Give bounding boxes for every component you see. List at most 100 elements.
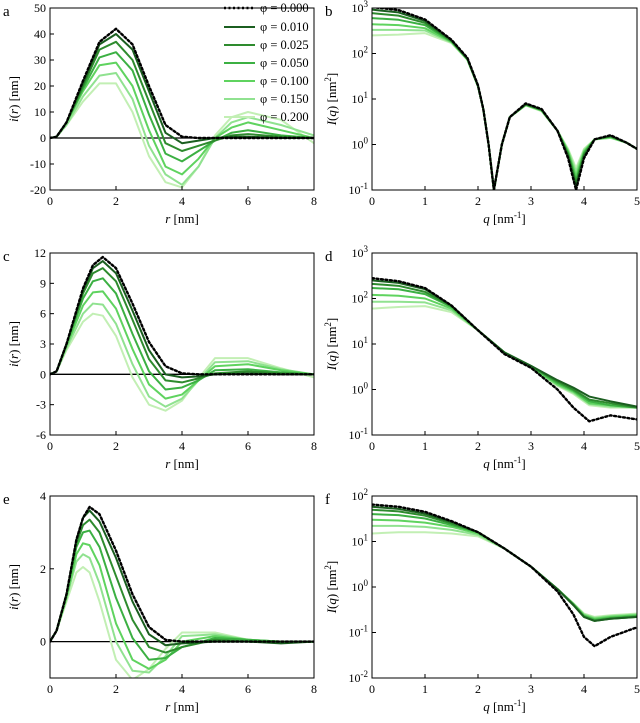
panel-d: 0 1 2 3 4 5 10-1 100 101 102 103 q [nm-1] I(q) [nm2]…	[323, 244, 640, 471]
panel-e-ytick-label-0: 0	[40, 635, 46, 649]
panel-f-xtick-label-0: 0	[369, 682, 375, 696]
panel-f-xtick-label-4: 4	[581, 682, 587, 696]
panel-e-xtick-label-3: 6	[245, 682, 251, 696]
panel-d-xtick-label-5: 5	[634, 439, 640, 453]
panel-a-xlabel: r [nm]	[165, 211, 199, 226]
panel-b-ytick-label-0: 10-1	[349, 181, 369, 197]
panel-c-ytick-label-0: -6	[36, 428, 46, 442]
panel-e-xtick-label-2: 4	[179, 682, 185, 696]
panel-b-letter: b	[325, 4, 333, 20]
panel-d-xtick-label-2: 2	[475, 439, 481, 453]
panel-a-ytick-label-4: 20	[34, 79, 46, 93]
panel-a-ytick-label-3: 10	[34, 105, 46, 119]
panel-d-series-0	[372, 276, 637, 423]
legend-label-3: φ = 0.050	[260, 56, 309, 70]
panel-a: 0 2 4 6 8 -20 -10 0 10 20 30 40 50 r [nm] i(r) [nm] a	[3, 1, 317, 226]
panel-e-xtick-label-1: 2	[113, 682, 119, 696]
panel-f-series-0	[372, 503, 637, 648]
panel-f-ylabel: I(q) [nm2]	[323, 561, 339, 615]
panel-c-xtick-label-1: 2	[113, 439, 119, 453]
panel-a-xtick-label-1: 2	[113, 194, 119, 208]
panel-f-ytick-label-3: 101	[352, 533, 369, 549]
panel-d-ytick-label-4: 103	[352, 244, 369, 260]
panel-d-ytick-label-3: 102	[352, 290, 369, 306]
panel-b-ylabel: I(q) [nm2]	[323, 73, 339, 127]
panel-b-xtick-label-2: 2	[475, 194, 481, 208]
legend-entry-1: φ = 0.010	[224, 20, 309, 34]
panel-c-xtick-label-4: 8	[311, 439, 317, 453]
panel-b-xlabel: q [nm-1]	[483, 210, 526, 226]
panel-d-letter: d	[325, 249, 333, 265]
panel-a-xtick-label-0: 0	[47, 194, 53, 208]
panel-d-ylabel: I(q) [nm2]	[323, 318, 339, 372]
panel-e-letter: e	[3, 492, 10, 508]
panel-a-ytick-label-1: -10	[30, 157, 46, 171]
panel-c-series-4	[50, 290, 314, 400]
panel-b-xtick-label-1: 1	[422, 194, 428, 208]
panel-c-series-6	[50, 312, 314, 412]
panel-e: 0 2 4 6 8 0 2 4 r [nm] i(r) [nm] e	[3, 489, 317, 714]
panel-f: 0 1 2 3 4 5 10-2 10-1 100 101 102 q [nm-1] I(q) [nm2…	[323, 487, 640, 714]
panel-c-series-0	[50, 255, 314, 376]
panel-b-series-0	[372, 8, 637, 190]
panel-a-xtick-label-3: 6	[245, 194, 251, 208]
panel-c: 0 2 4 6 8 -6 -3 0 3 6 9 12 r [nm] i(r) [nm] c	[3, 246, 317, 471]
panel-c-xtick-label-2: 4	[179, 439, 185, 453]
panel-d-ytick-label-2: 101	[352, 335, 369, 351]
panel-e-xtick-label-4: 8	[311, 682, 317, 696]
panel-b-ytick-label-4: 103	[352, 0, 369, 15]
panel-a-xtick-label-2: 4	[179, 194, 185, 208]
panel-f-xtick-label-3: 3	[528, 682, 534, 696]
panel-c-ytick-label-1: -3	[36, 398, 46, 412]
panel-a-ytick-label-2: 0	[40, 131, 46, 145]
panel-a-ytick-label-0: -20	[30, 183, 46, 197]
legend-label-4: φ = 0.100	[260, 74, 309, 88]
panel-f-series	[372, 503, 637, 648]
panel-b-xtick-label-0: 0	[369, 194, 375, 208]
panel-b-ytick-label-3: 102	[352, 45, 369, 61]
panel-f-ytick-label-4: 102	[352, 487, 369, 503]
panel-a-series-6	[50, 82, 314, 189]
panel-a-series-0	[50, 27, 314, 140]
panel-d-ytick-label-1: 100	[352, 381, 369, 397]
panel-c-letter: c	[3, 249, 10, 265]
panel-e-series	[50, 505, 314, 678]
legend-entry-0: φ = 0.000	[224, 1, 309, 15]
legend: φ = 0.000 φ = 0.010 φ = 0.025 φ = 0.050 …	[224, 1, 309, 124]
legend-label-0: φ = 0.000	[260, 1, 309, 15]
panel-a-ytick-label-7: 50	[34, 1, 46, 15]
panel-d-xtick-label-4: 4	[581, 439, 587, 453]
panel-e-ytick-label-1: 2	[40, 562, 46, 576]
panel-e-xtick-label-0: 0	[47, 682, 53, 696]
panel-d-xtick-label-1: 1	[422, 439, 428, 453]
panel-c-xlabel: r [nm]	[165, 456, 199, 471]
legend-entry-4: φ = 0.100	[224, 74, 309, 88]
panel-b-xtick-label-4: 4	[581, 194, 587, 208]
panel-c-ytick-label-3: 3	[40, 337, 46, 351]
panel-f-xtick-label-1: 1	[422, 682, 428, 696]
panel-c-ytick-label-6: 12	[34, 246, 46, 260]
panel-c-ytick-label-5: 9	[40, 276, 46, 290]
panel-b-ytick-label-1: 100	[352, 136, 369, 152]
panel-e-ylabel: i(r) [nm]	[6, 564, 21, 610]
panel-e-xlabel: r [nm]	[165, 699, 199, 714]
panel-c-xtick-label-3: 6	[245, 439, 251, 453]
panel-b-series	[372, 8, 637, 190]
legend-label-2: φ = 0.025	[260, 38, 309, 52]
legend-entry-2: φ = 0.025	[224, 38, 309, 52]
panel-f-xlabel: q [nm-1]	[483, 698, 526, 714]
panel-f-ytick-label-0: 10-2	[349, 669, 369, 685]
panel-a-series	[50, 27, 314, 189]
panel-e-series-0	[50, 505, 314, 643]
legend-entry-6: φ = 0.200	[224, 110, 309, 124]
panel-b: 0 1 2 3 4 5 10-1 100 101 102 103 q [nm-1] I(q) [nm2]…	[323, 0, 640, 226]
panel-f-xtick-label-5: 5	[634, 682, 640, 696]
panel-d-series-1	[372, 279, 637, 408]
panel-c-ytick-label-2: 0	[40, 367, 46, 381]
panel-c-ylabel: i(r) [nm]	[6, 321, 21, 367]
panel-b-xtick-label-5: 5	[634, 194, 640, 208]
panel-a-ytick-label-6: 40	[34, 27, 46, 41]
legend-entry-5: φ = 0.150	[224, 92, 309, 106]
panel-a-series-5	[50, 72, 314, 186]
